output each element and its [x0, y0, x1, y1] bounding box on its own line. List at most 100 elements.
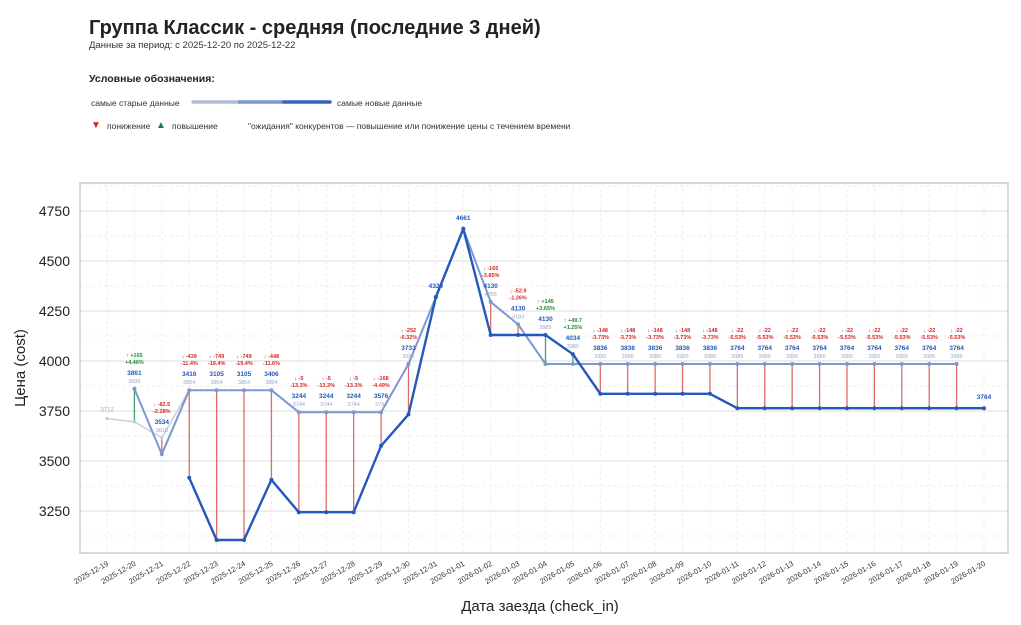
new-value-label: 3244 — [292, 393, 307, 400]
change-value-label: ↓ -22 — [950, 328, 962, 334]
old-value-label: 3985 — [759, 354, 771, 360]
change-value-label: ↓ -5 — [349, 376, 358, 382]
change-percent-label: -3.73% — [592, 335, 610, 341]
new-value-label: 3534 — [155, 419, 170, 426]
data-point-newest — [242, 538, 247, 542]
new-value-label: 3733 — [401, 345, 416, 352]
data-point-middle — [187, 388, 192, 393]
data-point-middle — [214, 388, 219, 393]
old-value-label: 3985 — [786, 354, 798, 360]
data-point-middle — [570, 362, 575, 366]
data-point-oldest — [132, 420, 137, 424]
data-point-middle — [899, 362, 904, 366]
data-point-middle — [927, 362, 932, 366]
change-value-label: ↓ -148 — [620, 328, 635, 334]
data-point-middle — [324, 410, 329, 415]
change-percent-label: -5.53% — [838, 335, 856, 341]
change-value-label: ↓ -5 — [294, 376, 303, 382]
old-value-label: 3985 — [622, 354, 634, 360]
old-value-label: 3854 — [183, 380, 195, 386]
data-point-middle — [790, 362, 795, 366]
data-point-newest — [543, 333, 548, 337]
legend-newest-label: самые новые данные — [337, 98, 423, 108]
change-percent-label: -11.6% — [263, 361, 280, 367]
change-percent-label: -13.3% — [290, 383, 308, 389]
change-percent-label: -5.53% — [948, 335, 966, 341]
new-value-label: 3764 — [867, 345, 882, 352]
old-value-label: 3744 — [375, 402, 387, 408]
data-point-newest — [844, 406, 849, 411]
old-value-label: 3985 — [841, 354, 853, 360]
data-point-oldest — [105, 417, 109, 421]
change-value-label: ↓ -5 — [322, 376, 331, 382]
new-value-label: 3764 — [949, 345, 964, 352]
legend-up-label: повышение — [172, 121, 218, 131]
data-point-newest — [817, 406, 822, 411]
new-value-label: 3836 — [620, 345, 635, 352]
data-point-newest — [954, 406, 959, 411]
data-point-newest — [982, 406, 986, 411]
change-value-label: ↑ +165 — [126, 353, 143, 359]
down-triangle-icon: ▼ — [91, 120, 101, 131]
change-percent-label: -5.53% — [756, 335, 774, 341]
old-value-label: 3744 — [348, 402, 360, 408]
new-value-label: 3764 — [922, 345, 937, 352]
change-percent-label: -5.53% — [783, 335, 801, 341]
new-value-label: 3244 — [346, 393, 361, 400]
new-value-label: 3105 — [209, 371, 224, 378]
new-value-label: 4661 — [456, 215, 471, 222]
change-percent-label: -19.4% — [208, 361, 226, 367]
data-point-middle — [543, 362, 548, 366]
old-value-label: 3696 — [128, 379, 140, 385]
series-line-newest — [188, 227, 984, 542]
data-point-middle — [598, 362, 603, 366]
change-percent-label: +4.46% — [125, 360, 144, 366]
data-point-middle — [132, 386, 137, 391]
data-point-newest — [653, 391, 658, 396]
new-value-label: 3764 — [840, 345, 855, 352]
data-point-newest — [214, 538, 219, 542]
chart-title: Группа Классик - средняя (последние 3 дн… — [89, 17, 541, 39]
change-percent-label: -6.32% — [400, 335, 418, 341]
y-tick-label: 3500 — [39, 453, 70, 469]
data-point-newest — [680, 391, 685, 396]
new-value-label: 3836 — [703, 345, 718, 352]
data-point-middle — [296, 410, 301, 415]
legend-down-label: понижение — [107, 121, 151, 131]
new-value-label: 4320 — [429, 283, 444, 290]
new-value-label: 3764 — [895, 345, 910, 352]
new-value-label: 3836 — [593, 345, 608, 352]
old-value-label: 3985 — [950, 354, 962, 360]
data-point-middle — [844, 362, 849, 366]
new-value-label: 3836 — [648, 345, 663, 352]
change-value-label: ↓ -22 — [786, 328, 798, 334]
data-point-newest — [762, 406, 767, 411]
old-value-label: 3744 — [293, 402, 305, 408]
up-triangle-icon: ▲ — [156, 120, 166, 131]
data-point-newest — [187, 475, 192, 480]
data-point-middle — [707, 362, 712, 366]
new-value-label: 3764 — [812, 345, 827, 352]
chart-subtitle: Данные за период: с 2025-12-20 по 2025-1… — [89, 40, 296, 51]
new-value-label: 3406 — [264, 371, 279, 378]
plot-frame — [79, 182, 1009, 554]
change-value-label: ↓ -749 — [209, 354, 224, 360]
old-value-label: 3985 — [704, 354, 716, 360]
change-value-label: ↓ -22 — [759, 328, 771, 334]
change-value-label: ↓ -148 — [593, 328, 608, 334]
change-percent-label: -11.4% — [181, 361, 198, 367]
x-axis-label: Дата заезда (check_in) — [461, 598, 619, 615]
data-point-newest — [379, 443, 384, 448]
old-value-label: 3985 — [567, 344, 579, 350]
change-percent-label: -2.28% — [153, 409, 171, 415]
old-value-label: 3985 — [731, 354, 743, 360]
change-value-label: ↓ -148 — [647, 328, 662, 334]
change-percent-label: -3.73% — [619, 335, 637, 341]
old-value-label: 3985 — [923, 354, 935, 360]
data-point-newest — [433, 295, 438, 299]
data-point-newest — [790, 406, 795, 411]
data-point-middle — [762, 362, 767, 366]
change-percent-label: -5.53% — [866, 335, 884, 341]
y-tick-label: 4250 — [39, 303, 70, 319]
data-point-middle — [954, 362, 959, 366]
